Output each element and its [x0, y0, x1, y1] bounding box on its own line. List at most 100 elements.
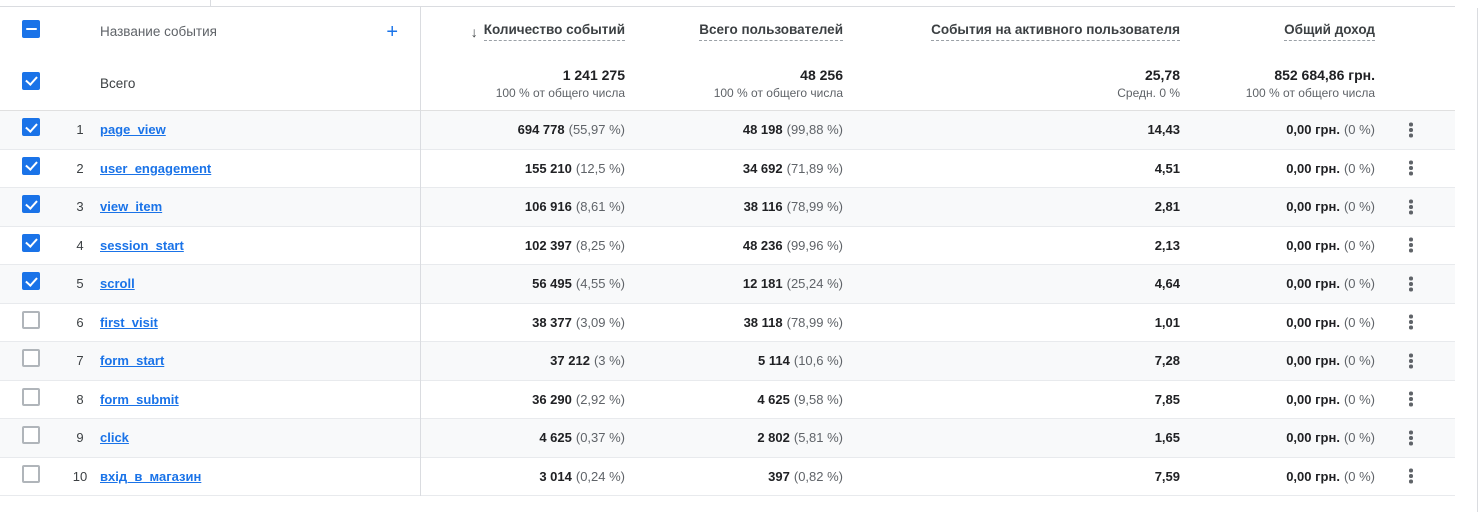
event-count-cell: 4 625 (0,37 %): [420, 430, 625, 445]
row-menu-kebab-icon[interactable]: [1403, 236, 1419, 254]
row-name-cell: click: [100, 430, 420, 445]
row-checkbox[interactable]: [22, 387, 40, 406]
header-events-per-user[interactable]: События на активного пользователя: [843, 22, 1180, 41]
users-value: 48 236: [742, 237, 783, 253]
row-menu-kebab-icon[interactable]: [1403, 313, 1419, 331]
header-total-users[interactable]: Всего пользователей: [625, 22, 843, 41]
header-total-revenue[interactable]: Общий доход: [1180, 22, 1375, 41]
event-count-percent: (2,92 %): [575, 391, 625, 407]
row-menu-kebab-icon[interactable]: [1403, 390, 1419, 408]
users-percent: (78,99 %): [786, 199, 843, 215]
row-menu-cell: [1375, 352, 1455, 370]
header-checkbox-cell: [0, 20, 60, 43]
row-index: 3: [76, 199, 84, 215]
totals-checkbox[interactable]: [22, 71, 40, 90]
select-all-checkbox[interactable]: [22, 20, 40, 38]
header-event-count[interactable]: ↓ Количество событий: [420, 22, 625, 41]
add-column-icon[interactable]: +: [386, 20, 398, 43]
row-checkbox[interactable]: [22, 310, 40, 329]
revenue-cell: 0,00 грн. (0 %): [1180, 392, 1375, 407]
row-name-cell: form_submit: [100, 392, 420, 407]
revenue-cell: 0,00 грн. (0 %): [1180, 161, 1375, 176]
users-cell: 2 802 (5,81 %): [625, 430, 843, 445]
event-name-link[interactable]: вхід_в_магазин: [100, 468, 202, 484]
row-menu-kebab-icon[interactable]: [1403, 121, 1419, 139]
revenue-cell: 0,00 грн. (0 %): [1180, 238, 1375, 253]
users-cell: 38 118 (78,99 %): [625, 315, 843, 330]
revenue-cell: 0,00 грн. (0 %): [1180, 315, 1375, 330]
totals-per-user: 25,78: [1144, 66, 1180, 83]
event-name-link[interactable]: user_engagement: [100, 160, 212, 176]
event-name-link[interactable]: click: [100, 430, 129, 446]
per-user-cell: 1,01: [843, 315, 1180, 330]
row-menu-kebab-icon[interactable]: [1403, 429, 1419, 447]
table-body: 1 page_view 694 778 (55,97 %) 48 198 (99…: [0, 111, 1484, 496]
revenue-cell: 0,00 грн. (0 %): [1180, 276, 1375, 291]
row-checkbox[interactable]: [22, 118, 40, 137]
event-count-percent: (8,61 %): [575, 199, 625, 215]
users-percent: (25,24 %): [786, 276, 843, 292]
event-count-cell: 106 916 (8,61 %): [420, 199, 625, 214]
row-index: 2: [76, 160, 84, 176]
per-user-cell: 14,43: [843, 122, 1180, 137]
event-count-value: 102 397: [524, 237, 572, 253]
row-checkbox-cell: [0, 195, 60, 218]
table-row: 2 user_engagement 155 210 (12,5 %) 34 69…: [0, 150, 1455, 188]
header-events-per-user-label: События на активного пользователя: [931, 22, 1180, 41]
row-checkbox[interactable]: [22, 233, 40, 252]
row-menu-kebab-icon[interactable]: [1403, 159, 1419, 177]
event-name-link[interactable]: scroll: [100, 276, 135, 292]
revenue-percent: (0 %): [1343, 160, 1375, 176]
totals-event-count-sub: 100 % от общего числа: [495, 85, 625, 100]
row-checkbox-cell: [0, 233, 60, 257]
row-menu-cell: [1375, 390, 1455, 408]
revenue-percent: (0 %): [1343, 430, 1375, 446]
row-menu-kebab-icon[interactable]: [1403, 467, 1419, 485]
top-divider: [0, 0, 1455, 7]
per-user-cell: 1,65: [843, 430, 1180, 445]
event-count-cell: 36 290 (2,92 %): [420, 392, 625, 407]
header-event-count-label: Количество событий: [483, 22, 625, 41]
row-menu-kebab-icon[interactable]: [1403, 275, 1419, 293]
totals-users-cell: 48 256 100 % от общего числа: [625, 67, 843, 100]
event-name-link[interactable]: page_view: [100, 122, 166, 138]
event-count-value: 155 210: [524, 160, 572, 176]
row-checkbox[interactable]: [22, 426, 40, 445]
revenue-value: 0,00 грн.: [1286, 430, 1340, 446]
users-value: 5 114: [758, 353, 790, 369]
row-checkbox-cell: [0, 272, 60, 295]
event-name-link[interactable]: form_start: [100, 353, 165, 369]
event-count-percent: (4,55 %): [575, 276, 625, 292]
row-menu-kebab-icon[interactable]: [1403, 198, 1419, 216]
row-checkbox[interactable]: [22, 349, 40, 368]
event-name-link[interactable]: first_visit: [100, 314, 158, 330]
totals-revenue-cell: 852 684,86 грн. 100 % от общего числа: [1180, 67, 1375, 100]
revenue-value: 0,00 грн.: [1286, 391, 1340, 407]
row-menu-cell: [1375, 198, 1455, 216]
row-checkbox[interactable]: [22, 272, 40, 291]
event-name-link[interactable]: form_submit: [100, 391, 179, 407]
event-name-link[interactable]: view_item: [100, 199, 163, 215]
row-name-cell: page_view: [100, 122, 420, 137]
revenue-percent: (0 %): [1343, 314, 1375, 330]
row-checkbox[interactable]: [22, 156, 40, 175]
event-name-link[interactable]: session_start: [100, 237, 184, 253]
row-menu-cell: [1375, 467, 1455, 485]
row-index: 6: [76, 314, 84, 330]
row-checkbox[interactable]: [22, 195, 40, 214]
sort-descending-icon: ↓: [470, 23, 478, 40]
users-percent: (0,82 %): [793, 468, 843, 484]
row-name-cell: scroll: [100, 276, 420, 291]
event-count-cell: 3 014 (0,24 %): [420, 469, 625, 484]
users-value: 38 116: [743, 199, 783, 215]
per-user-cell: 2,13: [843, 238, 1180, 253]
users-cell: 34 692 (71,89 %): [625, 161, 843, 176]
users-percent: (10,6 %): [793, 353, 843, 369]
row-menu-kebab-icon[interactable]: [1403, 352, 1419, 370]
revenue-value: 0,00 грн.: [1286, 468, 1340, 484]
totals-users-sub: 100 % от общего числа: [713, 85, 843, 100]
row-checkbox[interactable]: [22, 464, 40, 483]
row-index: 4: [76, 237, 84, 253]
totals-checkbox-cell: [0, 71, 60, 95]
event-count-percent: (8,25 %): [575, 237, 625, 253]
